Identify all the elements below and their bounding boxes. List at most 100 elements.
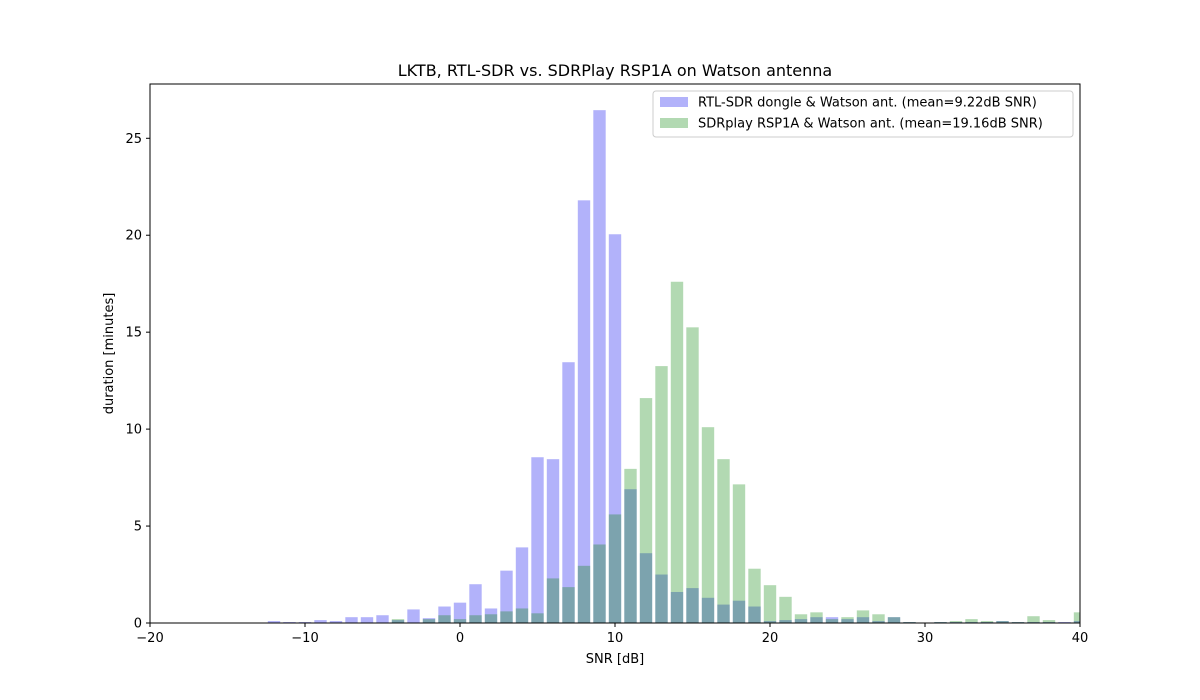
legend-box xyxy=(652,90,1074,138)
x-tick-label: −20 xyxy=(136,631,163,646)
bar-series-0-x-6 xyxy=(546,459,560,623)
bar-series-1-x-26 xyxy=(856,610,870,623)
x-tick-label: 20 xyxy=(762,631,779,646)
y-tick-label: 5 xyxy=(134,520,142,535)
bar-series-0-x-23 xyxy=(810,617,823,623)
bars-layer xyxy=(267,110,1080,623)
bar-series-1-x--2 xyxy=(422,619,436,623)
bar-series-1-x-33 xyxy=(965,619,978,623)
bar-series-0-x-14 xyxy=(670,591,684,623)
bar-series-0-x-27 xyxy=(872,621,885,623)
bar-series-1-x-0 xyxy=(453,619,467,623)
y-tick-label: 25 xyxy=(125,132,142,147)
bar-series-0-x-35 xyxy=(996,621,1009,623)
bar-series-1-x-7 xyxy=(562,587,575,623)
bar-series-0-x-28 xyxy=(887,617,901,623)
y-tick-label: 20 xyxy=(125,229,142,244)
bar-series-0-x-0 xyxy=(453,602,467,623)
legend-label-sdrplay: SDRplay RSP1A & Watson ant. (mean=19.16d… xyxy=(698,117,1043,132)
bar-series-1-x-3 xyxy=(500,611,513,623)
bar-series-1-x-37 xyxy=(1027,616,1040,623)
bar-series-0-x-24 xyxy=(825,617,839,623)
bar-series-0-x--1 xyxy=(438,606,451,623)
bar-series-1-x-27 xyxy=(872,614,885,623)
bar-series-0-x-21 xyxy=(779,620,792,623)
bar-series-0-x-19 xyxy=(748,606,761,623)
x-tick-label: −10 xyxy=(291,631,318,646)
bar-series-0-x-11 xyxy=(624,489,637,623)
legend-swatch-rtl xyxy=(660,97,688,107)
bar-series-0-x-25 xyxy=(841,619,854,623)
bar-series-1-x-14 xyxy=(670,281,684,623)
bar-series-1-x-40 xyxy=(1073,612,1080,623)
bar-series-1-x--4 xyxy=(391,619,405,623)
bar-series-0-x-13 xyxy=(655,574,668,623)
bar-series-1-x-5 xyxy=(531,613,544,623)
bar-series-0-x--2 xyxy=(422,618,436,623)
bar-series-1-x-20 xyxy=(763,585,777,623)
bar-series-1-x-34 xyxy=(980,621,994,623)
bar-series-1-x-22 xyxy=(794,614,808,623)
bar-series-1-x-4 xyxy=(515,608,529,623)
bar-series-0-x-10 xyxy=(608,234,622,623)
bar-series-1-x-35 xyxy=(996,621,1009,623)
legend-swatch-sdrplay xyxy=(660,118,688,128)
x-tick-label: 40 xyxy=(1072,631,1089,646)
bar-series-0-x-15 xyxy=(686,588,699,623)
bar-series-0-x-17 xyxy=(717,604,730,623)
x-tick-label: 30 xyxy=(917,631,934,646)
bar-series-0-x-12 xyxy=(639,553,653,623)
bar-series-0-x-18 xyxy=(732,600,746,623)
y-tick-label: 0 xyxy=(134,617,142,632)
bar-series-1-x-16 xyxy=(701,427,715,623)
bar-series-1-x-9 xyxy=(593,544,606,623)
bar-series-0-x-20 xyxy=(763,621,777,623)
legend-label-rtl: RTL-SDR dongle & Watson ant. (mean=9.22d… xyxy=(698,96,1037,111)
bar-series-0-x--12 xyxy=(267,621,281,623)
bar-series-1-x-12 xyxy=(639,398,653,623)
bar-series-1-x-2 xyxy=(484,614,498,623)
bar-series-1-x-19 xyxy=(748,568,761,623)
x-axis-ticks: −20 −10 0 10 20 30 40 xyxy=(136,623,1088,646)
bar-series-0-x-1 xyxy=(469,584,482,623)
bar-series-1-x-28 xyxy=(887,617,901,623)
y-tick-label: 15 xyxy=(125,326,142,341)
bar-series-0-x--9 xyxy=(314,620,327,623)
bar-series-1-x-25 xyxy=(841,617,854,623)
bar-series-0-x-26 xyxy=(856,617,870,623)
bar-series-0-x-22 xyxy=(794,619,808,623)
legend: RTL-SDR dongle & Watson ant. (mean=9.22d… xyxy=(652,90,1074,138)
bar-series-1-x-6 xyxy=(546,578,560,623)
bar-series-0-x--4 xyxy=(391,620,405,623)
y-axis-ticks: 0 5 10 15 20 25 xyxy=(125,132,150,632)
bar-series-1-x-24 xyxy=(825,619,839,623)
bar-series-1-x-1 xyxy=(469,615,482,623)
bar-series-0-x--7 xyxy=(345,617,358,623)
bar-series-1-x-13 xyxy=(655,366,668,623)
bar-series-1-x--1 xyxy=(438,615,451,623)
bar-series-1-x-15 xyxy=(686,327,699,623)
x-tick-label: 10 xyxy=(607,631,624,646)
bar-series-0-x--5 xyxy=(376,615,389,623)
bar-series-1-x-11 xyxy=(624,468,637,623)
bar-series-1-x-21 xyxy=(779,596,792,623)
y-axis-label: duration [minutes] xyxy=(102,293,117,415)
bar-series-0-x-4 xyxy=(515,547,529,623)
bar-series-0-x--3 xyxy=(407,609,420,623)
bar-series-1-x-23 xyxy=(810,612,823,623)
x-axis-label: SNR [dB] xyxy=(586,652,644,667)
bar-series-0-x-2 xyxy=(484,608,498,623)
bar-series-0-x-9 xyxy=(593,110,606,623)
bar-series-0-x--6 xyxy=(360,617,374,623)
y-tick-label: 10 xyxy=(125,423,142,438)
bar-series-1-x-18 xyxy=(732,484,746,623)
bar-series-1-x-32 xyxy=(949,621,963,623)
bar-series-0-x-40 xyxy=(1073,621,1080,623)
plot-area xyxy=(267,110,1080,623)
bar-series-0-x-3 xyxy=(500,570,513,623)
bar-series-1-x-17 xyxy=(717,459,730,623)
bar-series-0-x-8 xyxy=(577,200,591,623)
bar-series-0-x-16 xyxy=(701,597,715,623)
x-tick-label: 0 xyxy=(456,631,464,646)
